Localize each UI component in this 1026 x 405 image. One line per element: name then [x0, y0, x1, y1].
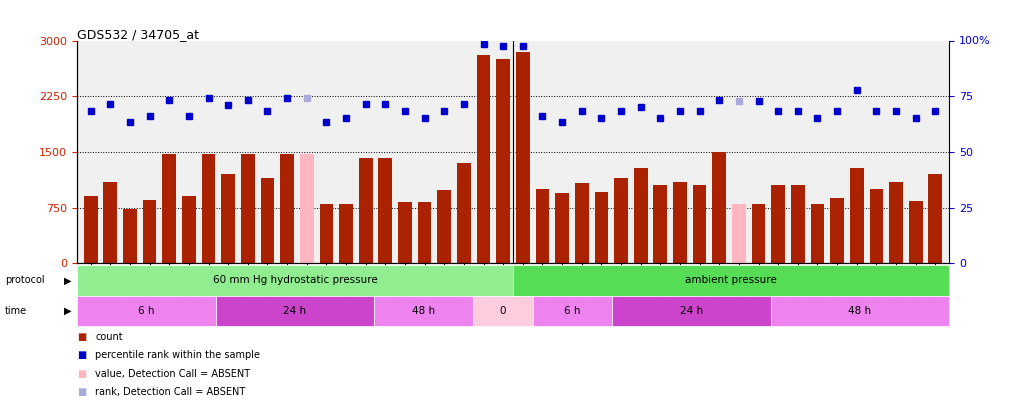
Bar: [143, 200, 157, 263]
Bar: [202, 154, 215, 263]
Text: ■: ■: [77, 350, 86, 360]
Bar: [634, 168, 647, 263]
Bar: [319, 204, 333, 263]
Bar: [811, 204, 824, 263]
Bar: [418, 202, 432, 263]
Text: ambient pressure: ambient pressure: [685, 275, 777, 286]
Text: protocol: protocol: [5, 275, 45, 286]
Text: ■: ■: [77, 369, 86, 379]
Bar: [693, 185, 707, 263]
Text: ▶: ▶: [65, 306, 72, 316]
Bar: [457, 163, 471, 263]
Bar: [850, 168, 864, 263]
Bar: [532, 296, 613, 326]
Bar: [77, 296, 215, 326]
Bar: [340, 204, 353, 263]
Text: 0: 0: [500, 306, 507, 316]
Bar: [379, 158, 392, 263]
Bar: [162, 154, 176, 263]
Bar: [732, 204, 746, 263]
Bar: [772, 185, 785, 263]
Bar: [890, 181, 903, 263]
Bar: [909, 201, 922, 263]
Text: ▶: ▶: [65, 275, 72, 286]
Bar: [374, 296, 473, 326]
Bar: [359, 158, 372, 263]
Bar: [437, 190, 451, 263]
Bar: [261, 178, 274, 263]
Text: 24 h: 24 h: [680, 306, 703, 316]
Bar: [497, 59, 510, 263]
Bar: [869, 189, 883, 263]
Bar: [398, 202, 411, 263]
Bar: [104, 181, 117, 263]
Bar: [222, 174, 235, 263]
Bar: [477, 55, 490, 263]
Bar: [830, 198, 844, 263]
Text: ■: ■: [77, 332, 86, 342]
Text: 6 h: 6 h: [139, 306, 155, 316]
Text: value, Detection Call = ABSENT: value, Detection Call = ABSENT: [95, 369, 250, 379]
Text: 48 h: 48 h: [412, 306, 435, 316]
Text: time: time: [5, 306, 28, 316]
Text: 24 h: 24 h: [283, 306, 307, 316]
Text: ■: ■: [77, 387, 86, 397]
Bar: [280, 154, 294, 263]
Bar: [594, 192, 608, 263]
Bar: [241, 154, 254, 263]
Text: percentile rank within the sample: percentile rank within the sample: [95, 350, 261, 360]
Text: rank, Detection Call = ABSENT: rank, Detection Call = ABSENT: [95, 387, 245, 397]
Bar: [473, 296, 532, 326]
Text: count: count: [95, 332, 123, 342]
Bar: [615, 178, 628, 263]
Text: 48 h: 48 h: [849, 306, 871, 316]
Text: 60 mm Hg hydrostatic pressure: 60 mm Hg hydrostatic pressure: [212, 275, 378, 286]
Bar: [77, 265, 513, 296]
Bar: [123, 209, 136, 263]
Bar: [536, 189, 549, 263]
Bar: [752, 204, 765, 263]
Bar: [300, 154, 314, 263]
Text: 6 h: 6 h: [564, 306, 581, 316]
Bar: [575, 183, 589, 263]
Bar: [654, 185, 667, 263]
Bar: [712, 152, 726, 263]
Bar: [613, 296, 771, 326]
Bar: [555, 193, 569, 263]
Bar: [791, 185, 804, 263]
Bar: [215, 296, 374, 326]
Bar: [673, 181, 686, 263]
Bar: [929, 174, 942, 263]
Text: GDS532 / 34705_at: GDS532 / 34705_at: [77, 28, 199, 41]
Bar: [516, 52, 529, 263]
Bar: [771, 296, 949, 326]
Bar: [84, 196, 97, 263]
Bar: [182, 196, 196, 263]
Bar: [513, 265, 949, 296]
